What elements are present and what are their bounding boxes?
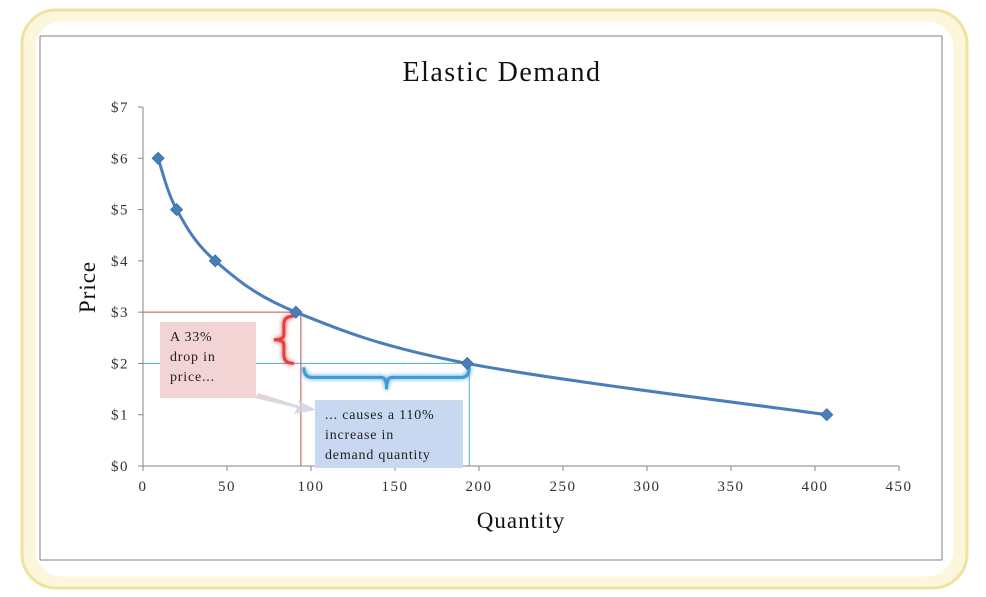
y-tick-label: $5 <box>111 203 129 219</box>
data-point <box>151 151 165 165</box>
annotation-line: price... <box>170 370 215 385</box>
annotation-line: demand quantity <box>325 448 431 463</box>
y-tick-label: $0 <box>111 459 129 475</box>
x-tick-label: 400 <box>802 479 829 495</box>
data-point <box>208 254 222 268</box>
data-point <box>289 305 303 319</box>
annotation-quantity-increase: ... causes a 110% increase in demand qua… <box>315 400 463 468</box>
y-tick-label: $7 <box>111 100 129 116</box>
x-tick-label: 300 <box>634 479 661 495</box>
y-tick-label: $3 <box>111 305 129 321</box>
y-axis-title: Price <box>75 261 100 313</box>
data-points <box>151 151 834 422</box>
data-point <box>460 356 474 370</box>
x-axis-title: Quantity <box>477 508 566 533</box>
x-tick-label: 350 <box>718 479 745 495</box>
red-brace <box>273 314 294 365</box>
axes <box>142 107 899 467</box>
annotation-line: increase in <box>325 428 395 443</box>
y-tick-label: $6 <box>111 151 129 167</box>
annotation-line: A 33% <box>170 330 213 345</box>
frame-inner <box>35 21 954 577</box>
x-tick-label: 100 <box>298 479 325 495</box>
annotation-price-drop: A 33% drop in price... <box>160 322 256 398</box>
x-tick-label: 200 <box>466 479 493 495</box>
y-tick-label: $2 <box>111 356 129 372</box>
x-tick-label: 250 <box>550 479 577 495</box>
y-tick-label: $4 <box>111 254 129 270</box>
data-point <box>820 408 834 422</box>
demand-curve <box>156 157 827 417</box>
annotation-line: drop in <box>170 350 216 365</box>
x-tick-label: 50 <box>218 479 236 495</box>
x-tick-label: 0 <box>139 479 148 495</box>
data-point <box>170 203 184 217</box>
annotation-line: ... causes a 110% <box>325 408 435 423</box>
x-tick-label: 150 <box>382 479 409 495</box>
x-tick-label: 450 <box>886 479 913 495</box>
y-tick-label: $1 <box>111 408 129 424</box>
chart-title: Elastic Demand <box>402 57 601 88</box>
annotation-arrow <box>255 393 316 414</box>
